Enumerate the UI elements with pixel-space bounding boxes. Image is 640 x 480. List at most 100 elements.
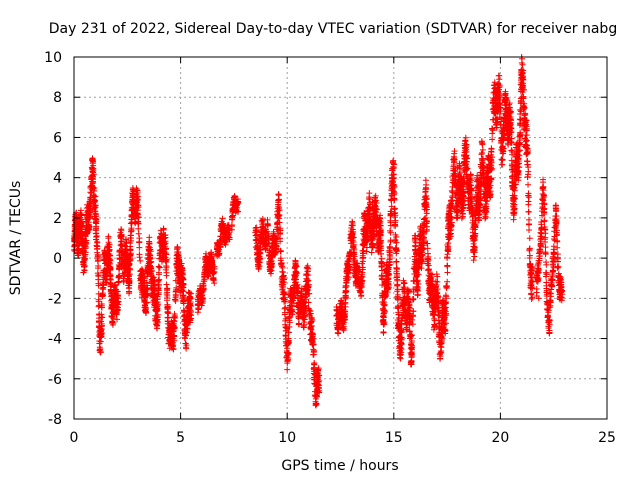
data-point	[131, 209, 138, 216]
data-point	[284, 358, 291, 365]
data-point	[351, 270, 358, 277]
data-point	[97, 325, 104, 332]
data-point	[343, 288, 350, 295]
data-point	[109, 309, 116, 316]
data-point	[351, 246, 358, 253]
data-point	[98, 329, 105, 336]
data-point	[75, 223, 82, 230]
data-point	[279, 286, 286, 293]
data-point	[198, 299, 205, 306]
data-point	[149, 287, 156, 294]
data-point	[122, 265, 129, 272]
data-point	[157, 235, 164, 242]
data-point	[277, 248, 284, 255]
data-point	[136, 254, 143, 261]
data-point	[344, 268, 351, 275]
data-point	[174, 245, 181, 252]
data-point	[92, 230, 99, 237]
data-point	[180, 300, 187, 307]
data-point	[96, 340, 103, 347]
data-point	[135, 220, 142, 227]
data-point	[296, 310, 303, 317]
data-point	[154, 299, 161, 306]
data-point	[350, 228, 357, 235]
data-point	[276, 207, 283, 214]
data-point	[87, 194, 94, 201]
data-point	[106, 263, 113, 270]
data-point	[225, 230, 232, 237]
data-point	[99, 314, 106, 321]
data-point	[95, 276, 102, 283]
data-point	[285, 339, 292, 346]
data-point	[336, 323, 343, 330]
data-point	[422, 177, 429, 184]
data-point	[141, 288, 148, 295]
data-point	[312, 398, 319, 405]
data-point	[221, 237, 227, 244]
data-point	[343, 282, 350, 289]
data-point	[307, 324, 314, 331]
data-point	[257, 246, 264, 253]
data-point	[132, 203, 139, 210]
data-point	[151, 278, 158, 285]
data-point	[95, 303, 102, 310]
data-point	[266, 249, 273, 256]
data-point	[153, 322, 160, 329]
data-point	[443, 284, 450, 291]
data-point	[182, 344, 189, 351]
data-point	[86, 208, 93, 215]
data-point	[115, 265, 122, 272]
data-point	[108, 293, 115, 300]
data-point	[89, 155, 96, 162]
data-point	[282, 333, 289, 340]
data-point	[201, 269, 208, 276]
data-point	[150, 297, 157, 304]
data-point	[279, 280, 286, 287]
data-point	[226, 236, 233, 243]
data-point	[288, 310, 295, 317]
data-point	[123, 246, 130, 253]
data-point	[357, 289, 364, 296]
data-point	[133, 187, 140, 194]
data-point	[111, 283, 118, 290]
data-point	[301, 299, 308, 306]
data-point	[116, 278, 123, 285]
data-point	[291, 282, 298, 289]
data-point	[275, 197, 282, 204]
data-point	[294, 270, 301, 277]
data-point	[293, 263, 300, 270]
data-point	[78, 211, 85, 218]
data-point	[342, 303, 349, 310]
data-point	[186, 302, 193, 309]
data-point	[268, 258, 275, 265]
data-point	[170, 315, 177, 322]
data-point	[288, 286, 295, 293]
data-point	[128, 227, 135, 234]
data-point	[288, 299, 295, 306]
data-point	[101, 267, 108, 274]
data-point	[82, 231, 89, 238]
data-point	[74, 246, 81, 253]
data-point	[157, 246, 164, 253]
data-point	[103, 272, 110, 279]
data-point	[284, 366, 291, 373]
data-point	[344, 276, 351, 283]
data-point	[141, 302, 148, 309]
data-point	[284, 349, 291, 356]
data-point	[163, 245, 170, 252]
data-point	[298, 290, 305, 297]
data-point	[170, 320, 177, 327]
data-point	[94, 245, 101, 252]
data-point	[111, 297, 118, 304]
data-point	[129, 213, 136, 220]
data-point	[114, 292, 121, 299]
data-point	[316, 377, 323, 384]
data-point	[221, 225, 228, 232]
data-point	[253, 224, 260, 231]
data-point	[129, 190, 136, 197]
data-point	[142, 288, 149, 295]
data-point	[95, 298, 102, 305]
data-point	[89, 175, 96, 182]
data-point	[275, 191, 282, 198]
